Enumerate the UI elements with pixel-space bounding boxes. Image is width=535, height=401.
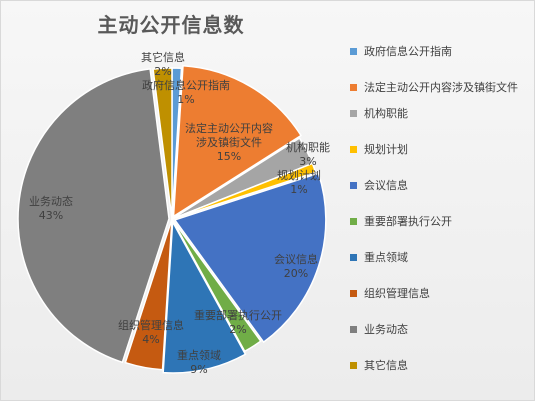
legend-swatch: [350, 48, 357, 55]
legend-label: 重点领域: [364, 251, 408, 264]
data-label: 规划计划 1%: [277, 168, 321, 196]
legend-item: 政府信息公开指南: [350, 45, 530, 59]
legend-item: 重点领域: [350, 251, 530, 265]
legend-swatch: [350, 254, 357, 261]
legend-swatch: [350, 326, 357, 333]
data-label: 法定主动公开内容涉及镇街文件 15%: [185, 121, 273, 163]
pie-chart: 政府信息公开指南 1% 法定主动公开内容涉及镇街文件 15% 机构职能 3%规划计划 1% 会…: [17, 50, 330, 376]
pie-slice: [152, 67, 173, 220]
legend-item: 组织管理信息: [350, 287, 530, 301]
legend-swatch: [350, 218, 357, 225]
legend-swatch: [350, 84, 357, 91]
data-label: 会议信息 20%: [274, 252, 318, 280]
data-label: 政府信息公开指南 1%: [142, 78, 230, 106]
data-label: 机构职能 3%: [286, 140, 330, 168]
pie-slice: [173, 172, 327, 344]
legend: 政府信息公开指南法定主动公开内容涉及镇街文件 机构职能规划计划会议信息重要部署执行…: [350, 45, 530, 395]
pie-slice: [162, 219, 247, 374]
legend-swatch: [350, 110, 357, 117]
pie-slice: [171, 162, 317, 220]
legend-label: 其它信息: [364, 359, 408, 372]
legend-label: 法定主动公开内容涉及镇街文件: [364, 81, 518, 94]
pie-slice: [17, 68, 170, 364]
chart-title: 主动公开信息数: [97, 13, 245, 37]
data-label: 其它信息 2%: [141, 50, 185, 78]
legend-item: 法定主动公开内容涉及镇街文件: [350, 81, 530, 95]
data-label: 组织管理信息 4%: [118, 318, 184, 346]
data-label: 重要部署执行公开 2%: [194, 308, 282, 336]
pie-slice: [172, 64, 303, 218]
legend-item: 其它信息: [350, 359, 530, 373]
data-label: 重点领域 9%: [177, 348, 221, 376]
legend-item: 规划计划: [350, 143, 530, 157]
pie-slice: [124, 218, 173, 371]
legend-swatch: [350, 362, 357, 369]
legend-swatch: [350, 290, 357, 297]
legend-swatch: [350, 182, 357, 189]
legend-label: 会议信息: [364, 179, 408, 192]
legend-label: 重要部署执行公开: [364, 215, 452, 228]
legend-swatch: [350, 146, 357, 153]
legend-label: 组织管理信息: [364, 287, 430, 300]
legend-label: 业务动态: [364, 323, 408, 336]
legend-item: 业务动态: [350, 323, 530, 337]
legend-label: 机构职能: [364, 107, 408, 120]
legend-label: 规划计划: [364, 143, 408, 156]
pie-slice: [171, 218, 262, 353]
data-label: 业务动态 43%: [29, 195, 73, 222]
legend-item: 重要部署执行公开: [350, 215, 530, 229]
legend-item: 机构职能: [350, 107, 530, 121]
legend-label: 政府信息公开指南: [364, 45, 452, 58]
legend-item: 会议信息: [350, 179, 530, 193]
